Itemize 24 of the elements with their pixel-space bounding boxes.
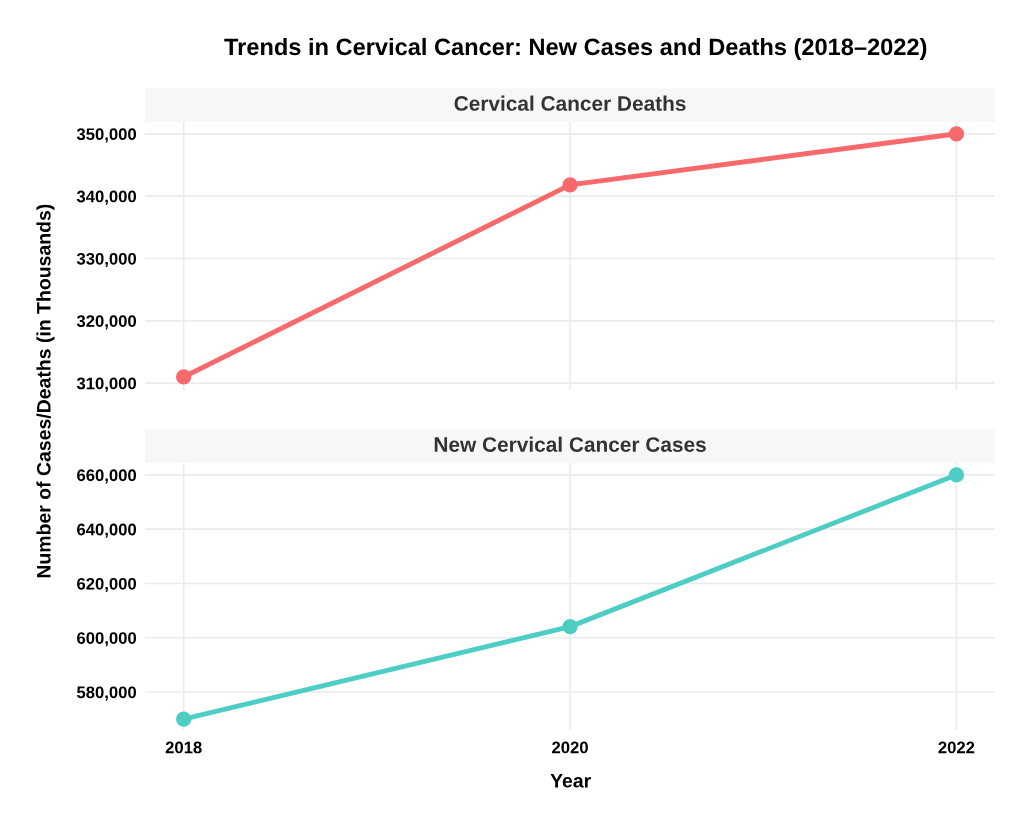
y-tick-label: 660,000 <box>77 469 137 484</box>
x-tick-label: 2018 <box>165 741 202 754</box>
point <box>176 711 192 727</box>
point <box>562 618 578 635</box>
chart-title: Trends in Cervical Cancer: New Cases and Deaths (2018–2022) <box>224 37 927 60</box>
point <box>176 369 192 385</box>
point <box>948 467 965 483</box>
y-tick-label: 600,000 <box>77 632 137 647</box>
y-tick-label: 320,000 <box>76 315 137 330</box>
point <box>562 177 578 193</box>
y-tick-label: 350,000 <box>76 128 137 143</box>
y-tick-label: 340,000 <box>76 190 137 205</box>
y-axis-title: Number of Cases/Deaths (in Thousands) <box>36 204 55 578</box>
x-tick-label: 2020 <box>552 741 588 754</box>
chart-subtitle: Cervical Cancer Deaths <box>454 95 686 111</box>
y-tick-label: 310,000 <box>76 377 137 392</box>
y-tick-label: 620,000 <box>77 577 137 593</box>
x-tick-label: 2022 <box>938 741 975 754</box>
x-axis-title: Year <box>550 774 591 788</box>
point <box>948 126 965 142</box>
y-tick-label: 580,000 <box>76 686 137 701</box>
chart-subtitle: New Cervical Cancer Cases <box>434 436 706 452</box>
y-tick-label: 640,000 <box>77 523 137 538</box>
y-tick-label: 330,000 <box>76 252 137 268</box>
